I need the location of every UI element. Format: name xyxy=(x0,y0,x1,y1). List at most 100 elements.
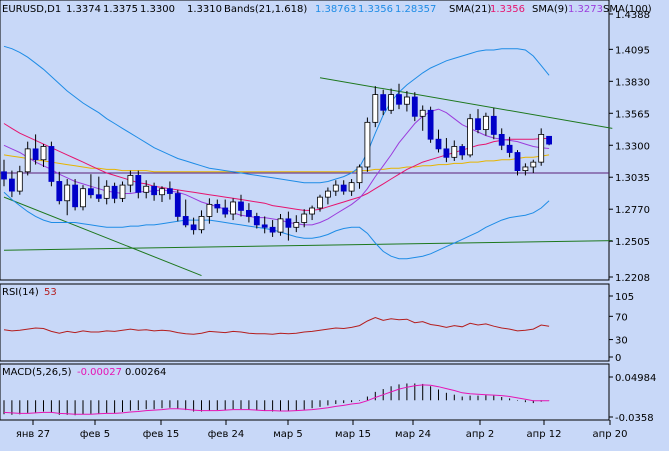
time-tick-label: апр 20 xyxy=(593,429,628,440)
ohlc-high: 1.3375 xyxy=(103,4,138,15)
ohlc-low: 1.3300 xyxy=(140,4,175,15)
price-tick-label: 1.2208 xyxy=(615,273,650,284)
price-tick-label: 1.3830 xyxy=(615,77,650,88)
price-tick-label: 1.3035 xyxy=(615,173,650,184)
macd-tick-label: -0.0358 xyxy=(615,413,654,424)
candle-body xyxy=(174,193,181,217)
candle-body xyxy=(206,203,213,217)
macd-panel-frame xyxy=(0,363,610,421)
time-tick-label: янв 27 xyxy=(16,429,50,440)
sma-100--line xyxy=(3,154,550,173)
candle-body xyxy=(277,218,284,233)
candle-body xyxy=(198,216,205,231)
bands-mid-value: 1.3356 xyxy=(358,4,393,15)
candle-body xyxy=(301,213,308,223)
time-tick-label: апр 12 xyxy=(527,429,562,440)
candle-body xyxy=(190,224,197,231)
bands-upper-value: 1.38763 xyxy=(315,4,356,15)
sma9-value: 1.3273 xyxy=(568,4,603,15)
candle-body xyxy=(490,115,497,135)
candle-body xyxy=(8,178,15,192)
candle-body xyxy=(143,185,150,193)
candle-body xyxy=(151,185,158,196)
candle-body xyxy=(285,218,292,228)
candle-body xyxy=(159,188,165,196)
trend-line-2 xyxy=(319,77,613,129)
rsi-tick-label: 105 xyxy=(615,292,634,303)
candle-body xyxy=(530,161,537,168)
candle-body xyxy=(356,166,363,184)
candle-body xyxy=(56,181,63,202)
price-tick-label: 1.3300 xyxy=(615,141,650,152)
candle-body xyxy=(482,115,489,130)
candle-body xyxy=(72,184,78,208)
bands-lower-value: 1.28357 xyxy=(395,4,436,15)
macd-label: MACD(5,26,5) xyxy=(2,367,72,378)
candle-body xyxy=(459,146,466,156)
time-tick-label: мар 24 xyxy=(395,429,431,440)
candle-body xyxy=(364,121,371,168)
candle-body xyxy=(427,109,434,140)
rsi-line xyxy=(3,316,550,335)
candle-body xyxy=(80,188,86,208)
candle-body xyxy=(340,184,347,192)
sma21-label: SMA(21) xyxy=(449,4,491,15)
macd-signal-line xyxy=(3,384,550,415)
price-tick-label: 1.3565 xyxy=(615,109,650,120)
price-tick-label: 1.4095 xyxy=(615,45,650,56)
rsi-panel-frame xyxy=(0,283,610,362)
time-tick-label: фев 5 xyxy=(80,429,110,440)
candle-body xyxy=(522,166,529,171)
time-tick-label: мар 5 xyxy=(273,429,303,440)
candle-body xyxy=(16,171,23,192)
candle-body xyxy=(127,175,134,186)
candle-body xyxy=(309,207,316,215)
candle-body xyxy=(467,118,474,156)
time-tick-label: апр 2 xyxy=(466,429,495,440)
sma9-label: SMA(9) xyxy=(532,4,568,15)
time-tick-label: мар 15 xyxy=(335,429,371,440)
symbol-label: EURUSD,D1 xyxy=(2,4,61,15)
candle-body xyxy=(419,109,426,117)
candle-body xyxy=(348,182,355,192)
sma21-value: 1.3356 xyxy=(490,4,525,15)
candle-body xyxy=(32,148,39,161)
price-tick-label: 1.2770 xyxy=(615,205,650,216)
trend-line-1 xyxy=(3,240,613,251)
candle-body xyxy=(40,146,47,161)
candle-body xyxy=(372,94,379,123)
chart-header: EURUSD,D1 1.3374 1.3375 1.3300 1.3310 Ba… xyxy=(2,4,652,15)
candle-body xyxy=(538,134,545,163)
candle-body xyxy=(119,184,126,199)
candle-body xyxy=(498,134,505,146)
candle-body xyxy=(166,188,173,194)
candle-body xyxy=(380,94,387,111)
candle-body xyxy=(396,94,402,105)
candle-body xyxy=(269,226,276,233)
candle-body xyxy=(411,96,418,117)
price-tick-label: 1.4388 xyxy=(615,10,650,21)
macd-value-1: -0.00027 xyxy=(77,367,122,378)
time-tick-label: фев 24 xyxy=(208,429,245,440)
axes: 1.4388 1.4095 1.3830 1.3565 1.3300 1.3035 1.27… xyxy=(16,10,657,440)
candle-body xyxy=(135,175,142,193)
candle-body xyxy=(261,224,268,228)
candle-body xyxy=(403,96,410,105)
time-tick-label: фев 15 xyxy=(143,429,180,440)
candle-body xyxy=(506,144,513,153)
macd-plot xyxy=(3,383,550,416)
candle-body xyxy=(88,188,94,196)
candle-body xyxy=(230,201,237,215)
candle-body xyxy=(111,185,118,199)
trend-line-0 xyxy=(3,196,202,277)
candle-body xyxy=(293,222,300,228)
rsi-value: 53 xyxy=(44,287,57,298)
candle-body xyxy=(1,171,7,180)
candle-body xyxy=(435,138,442,150)
bands-lower-line xyxy=(3,191,550,260)
candle-body xyxy=(324,190,331,198)
candle-body xyxy=(317,196,323,209)
rsi-header: RSI(14) 53 xyxy=(2,287,57,298)
